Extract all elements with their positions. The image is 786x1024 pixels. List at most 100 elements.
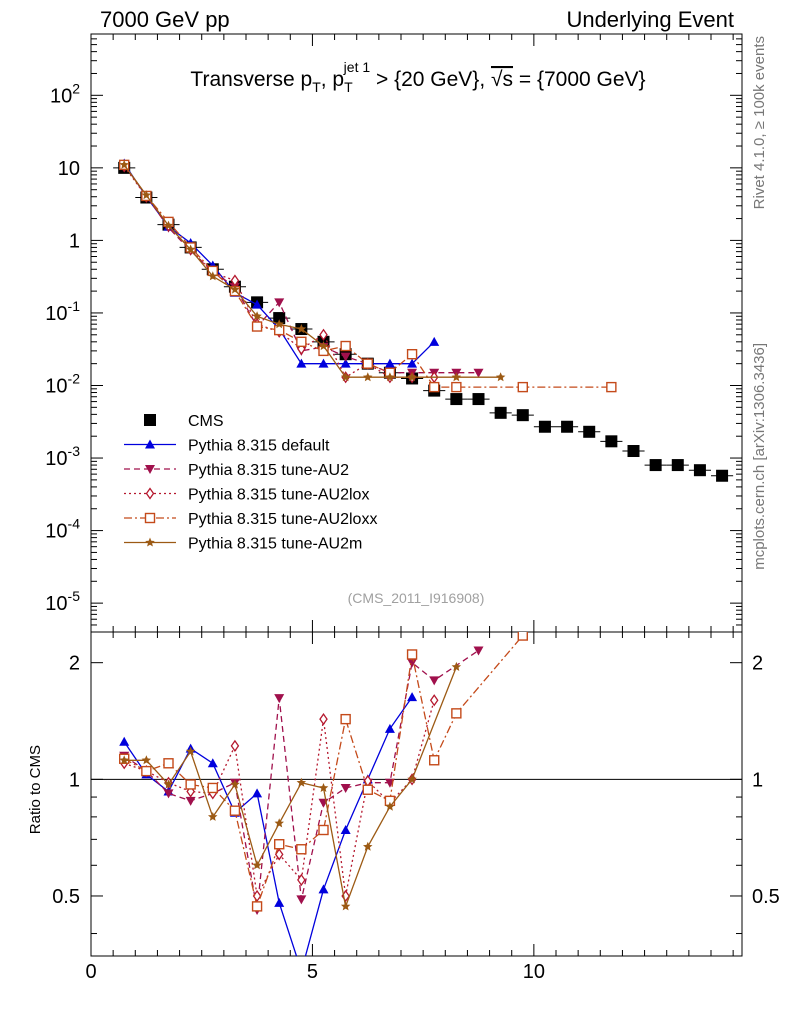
plot-frames: 0 5 10 10-5 10-4 10-3 10-2 10-1 1 10 102 0.5 0.5 1 1 2 2 bbox=[45, 33, 780, 983]
title-suffix: > {20 GeV}, bbox=[370, 68, 491, 91]
ratio-point-au2m bbox=[340, 901, 351, 911]
data-point-au2 bbox=[473, 368, 484, 378]
x-tick-label: 5 bbox=[307, 961, 318, 983]
data-point-default bbox=[384, 358, 395, 368]
main-y-tick-label: 102 bbox=[50, 80, 80, 107]
ratio-point-au2loxx bbox=[274, 839, 285, 850]
data-point-au2m bbox=[119, 159, 129, 169]
ratio-point-au2 bbox=[185, 796, 196, 806]
ratio-y-tick-label-right: 1 bbox=[752, 769, 763, 791]
ratio-point-au2m bbox=[318, 783, 329, 792]
ratio-point-au2m bbox=[296, 777, 307, 787]
data-point-cms bbox=[561, 420, 574, 433]
ratio-point-au2m bbox=[141, 755, 152, 765]
ratio-point-au2loxx bbox=[185, 779, 196, 790]
data-point-au2loxx bbox=[429, 381, 440, 393]
legend-label-au2: Pythia 8.315 tune-AU2 bbox=[188, 462, 349, 479]
series-au2lox bbox=[119, 160, 439, 384]
rivet-version-label: Rivet 4.1.0, ≥ 100k events bbox=[751, 36, 768, 209]
ratio-point-au2m bbox=[230, 779, 240, 789]
ratio-point-au2lox bbox=[274, 848, 284, 861]
ratio-point-default bbox=[296, 966, 306, 975]
x-tick-label: 10 bbox=[523, 961, 545, 983]
legend: CMS Pythia 8.315 default Pythia 8.315 tune… bbox=[124, 413, 377, 553]
legend-marker-au2loxx bbox=[144, 512, 156, 524]
data-point-au2m bbox=[252, 311, 262, 321]
data-point-default bbox=[429, 336, 440, 346]
series-cms bbox=[113, 161, 734, 482]
main-panel bbox=[113, 158, 734, 482]
main-y-tick-label: 10-3 bbox=[45, 443, 80, 470]
ratio-point-au2loxx bbox=[517, 632, 528, 641]
data-point-cms bbox=[450, 393, 463, 406]
data-point-au2loxx bbox=[340, 340, 351, 352]
ratio-point-au2m bbox=[363, 841, 373, 851]
ratio-point-default bbox=[318, 884, 329, 894]
title-sub-t: T bbox=[312, 79, 321, 95]
ratio-point-au2 bbox=[473, 646, 484, 656]
main-y-tick-label: 10 bbox=[58, 158, 80, 180]
ratio-point-au2 bbox=[163, 789, 174, 799]
legend-label-au2m: Pythia 8.315 tune-AU2m bbox=[188, 536, 362, 553]
data-point-cms bbox=[273, 312, 286, 325]
ratio-point-au2m bbox=[185, 746, 196, 756]
header-right-label: Underlying Event bbox=[566, 7, 734, 32]
ratio-point-au2lox bbox=[429, 694, 439, 707]
title-sep: , p bbox=[321, 68, 344, 91]
ratio-panel bbox=[119, 632, 528, 975]
ratio-point-au2loxx bbox=[296, 844, 307, 855]
ratio-y-axis-label: Ratio to CMS bbox=[27, 745, 44, 834]
data-point-cms bbox=[605, 435, 618, 448]
ratio-point-au2lox bbox=[230, 739, 240, 752]
ratio-point-au2 bbox=[407, 658, 418, 668]
ratio-point-default bbox=[207, 758, 218, 768]
data-point-au2m bbox=[163, 220, 174, 230]
ratio-point-au2lox bbox=[297, 873, 306, 887]
ratio-point-default bbox=[119, 736, 130, 746]
legend-label-au2lox: Pythia 8.315 tune-AU2lox bbox=[188, 487, 369, 504]
data-point-au2m bbox=[451, 372, 462, 382]
data-point-au2m bbox=[230, 284, 240, 294]
data-point-au2lox bbox=[319, 328, 328, 341]
legend-marker-au2 bbox=[145, 465, 155, 474]
data-point-au2loxx bbox=[251, 321, 263, 332]
title-prefix: Transverse p bbox=[190, 68, 312, 91]
mcplots-label: mcplots.cern.ch [arXiv:1306.3436] bbox=[751, 343, 768, 570]
ratio-point-au2 bbox=[296, 895, 307, 905]
main-y-tick-label: 1 bbox=[69, 230, 80, 252]
ratio-y-tick-label-right: 2 bbox=[752, 653, 763, 675]
ratio-point-default bbox=[274, 897, 285, 907]
ratio-point-default bbox=[384, 723, 395, 733]
data-point-cms bbox=[716, 469, 729, 482]
data-point-au2loxx bbox=[517, 381, 528, 393]
data-point-au2m bbox=[141, 190, 152, 200]
chart-title: Transverse pT, pTjet 1 > {20 GeV}, √s = … bbox=[190, 59, 645, 95]
ratio-point-au2loxx bbox=[340, 713, 351, 725]
series-line-au2 bbox=[123, 164, 479, 374]
ratio-point-default bbox=[340, 825, 351, 835]
header-left-label: 7000 GeV pp bbox=[100, 7, 230, 32]
ratio-point-au2loxx bbox=[318, 824, 329, 836]
data-point-cms bbox=[494, 406, 507, 419]
ratio-point-au2m bbox=[385, 801, 395, 811]
ratio-point-au2loxx bbox=[362, 784, 373, 795]
legend-item-cms: CMS bbox=[144, 413, 224, 430]
ratio-line-au2loxx bbox=[123, 635, 524, 909]
data-point-cms bbox=[649, 459, 662, 472]
legend-item-au2m: Pythia 8.315 tune-AU2m bbox=[124, 536, 362, 553]
title-sup-jet: jet 1 bbox=[343, 59, 371, 75]
ratio-point-au2m bbox=[252, 860, 262, 870]
data-point-au2loxx bbox=[406, 348, 418, 360]
data-point-cms bbox=[627, 445, 640, 458]
data-point-default bbox=[340, 358, 351, 368]
ratio-point-au2loxx bbox=[141, 765, 152, 777]
ratio-point-au2loxx bbox=[163, 758, 174, 769]
ratio-point-au2 bbox=[274, 694, 285, 704]
ratio-point-au2m bbox=[163, 779, 174, 789]
ratio-point-au2m bbox=[208, 811, 218, 821]
title-tail: = {7000 GeV} bbox=[513, 68, 646, 91]
data-point-au2m bbox=[185, 244, 196, 254]
legend-item-au2: Pythia 8.315 tune-AU2 bbox=[124, 462, 349, 479]
legend-label-au2loxx: Pythia 8.315 tune-AU2loxx bbox=[188, 511, 377, 528]
data-point-au2m bbox=[274, 319, 284, 329]
